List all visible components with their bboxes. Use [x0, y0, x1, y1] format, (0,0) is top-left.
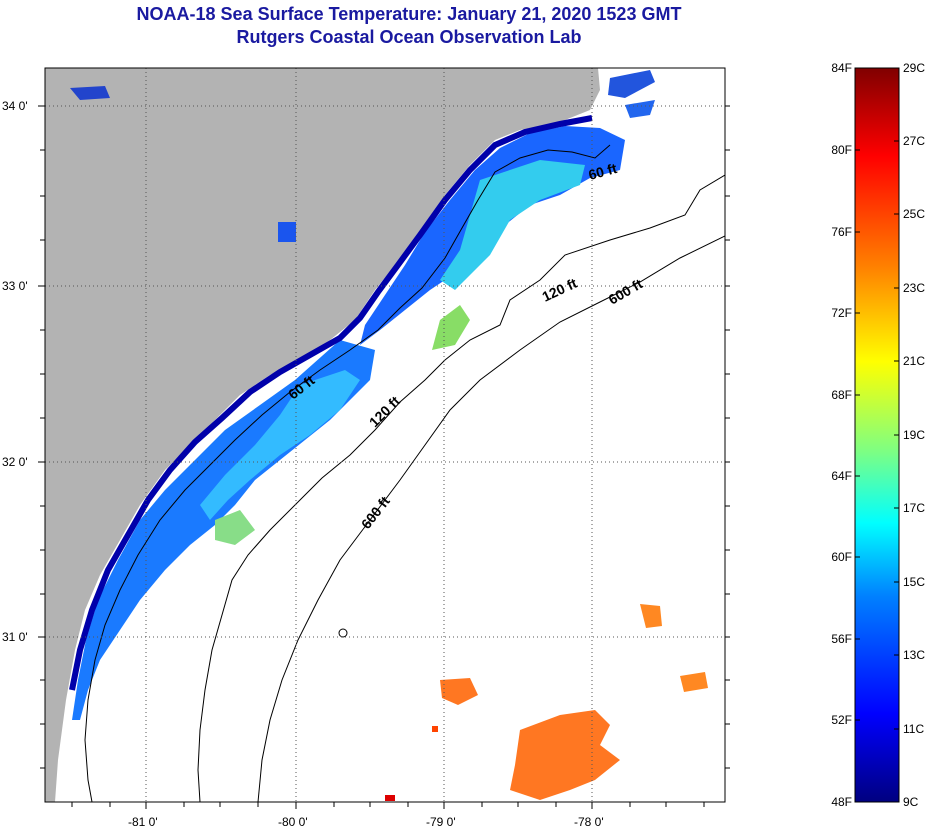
- colorbar-gradient: [854, 67, 900, 803]
- seamount-contour: [338, 628, 348, 638]
- colorbar-c-label-11: 11C: [903, 722, 925, 736]
- colorbar-c-label-9: 9C: [903, 795, 919, 809]
- sst-patch-northwest: [70, 86, 110, 100]
- colorbar-f-label-84: 84F: [831, 61, 852, 75]
- lat-lon-grid: [45, 68, 725, 802]
- sst-warm-pixel: [432, 726, 438, 732]
- colorbar-f-label-80: 80F: [831, 143, 852, 157]
- map-title: NOAA-18 Sea Surface Temperature: January…: [136, 4, 682, 24]
- colorbar-f-label-64: 64F: [831, 469, 852, 483]
- sst-coastal-fringe: [69, 115, 593, 691]
- sst-patch-inland: [278, 222, 296, 242]
- contour-600ft: [257, 235, 725, 802]
- colorbar-c-label-23: 23C: [903, 281, 926, 295]
- colorbar-c-label-15: 15C: [903, 575, 926, 589]
- colorbar-c-label-19: 19C: [903, 428, 926, 442]
- axis-minor-ticks: [38, 105, 730, 809]
- sst-green-patch-south: [215, 510, 255, 545]
- lat-label-33: 33 0': [2, 279, 28, 293]
- colorbar-c-label-21: 21C: [903, 354, 926, 368]
- contour-label-60ft-north: 60 ft: [587, 160, 619, 183]
- lat-label-31: 31 0': [2, 630, 28, 644]
- sst-green-patch-north: [432, 305, 470, 350]
- contour-120ft: [197, 174, 725, 802]
- sst-warm-patch-northeast: [640, 604, 662, 628]
- colorbar-f-label-56: 56F: [831, 632, 852, 646]
- sst-cyan-band-south: [200, 370, 360, 520]
- sst-patch-northeast: [608, 70, 655, 98]
- map-frame: [44, 67, 726, 803]
- colorbar-f-label-68: 68F: [831, 388, 852, 402]
- lon-label-80: -80 0': [278, 815, 308, 829]
- sst-patch-east: [625, 100, 655, 118]
- colorbar-ticks: [855, 140, 899, 730]
- colorbar-c-label-13: 13C: [903, 648, 926, 662]
- sst-cyan-patch: [440, 160, 585, 290]
- colorbar-c-label-29: 29C: [903, 61, 926, 75]
- lon-label-81: -81 0': [128, 815, 158, 829]
- sst-warm-patch-west: [440, 678, 478, 705]
- contour-60ft: [84, 144, 611, 802]
- sst-warm-patch-east: [680, 672, 708, 692]
- colorbar-f-label-48: 48F: [831, 795, 852, 809]
- land-mass: [45, 68, 600, 802]
- colorbar-c-label-17: 17C: [903, 501, 926, 515]
- colorbar-c-label-27: 27C: [903, 134, 926, 148]
- map-subtitle: Rutgers Coastal Ocean Observation Lab: [236, 27, 582, 47]
- lat-label-34: 34 0': [2, 99, 28, 113]
- lon-label-78: -78 0': [574, 815, 604, 829]
- lat-label-32: 32 0': [2, 455, 28, 469]
- colorbar-f-label-76: 76F: [831, 225, 852, 239]
- colorbar-f-label-72: 72F: [831, 306, 852, 320]
- colorbar-c-label-25: 25C: [903, 207, 926, 221]
- colorbar-f-label-60: 60F: [831, 550, 852, 564]
- lon-label-79: -79 0': [426, 815, 456, 829]
- sst-hot-pixel: [385, 795, 395, 801]
- colorbar-f-label-52: 52F: [831, 713, 852, 727]
